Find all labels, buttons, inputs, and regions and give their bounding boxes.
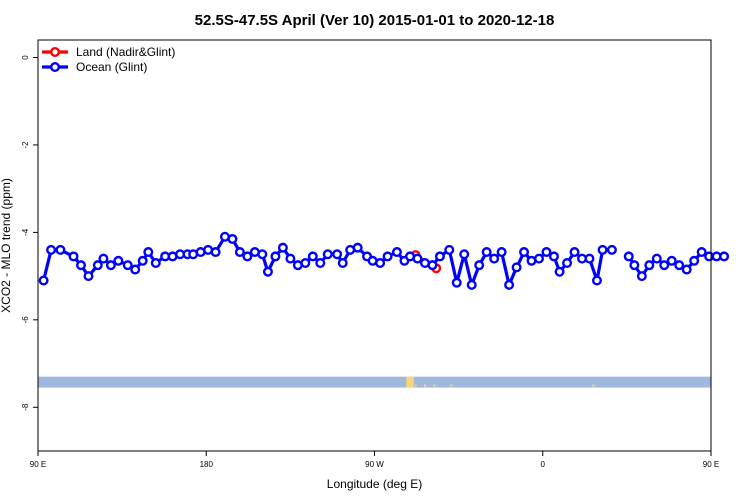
data-point <box>55 244 66 255</box>
x-tick-label: 90 E <box>703 460 719 469</box>
data-point <box>210 247 221 258</box>
data-point <box>257 249 268 260</box>
legend-label: Land (Nadir&Glint) <box>76 45 175 59</box>
data-point <box>262 266 273 277</box>
data-point <box>511 262 522 273</box>
data-point <box>689 255 700 266</box>
data-point <box>434 251 445 262</box>
land-dot <box>433 384 436 387</box>
data-point <box>242 251 253 262</box>
data-point <box>46 244 57 255</box>
data-point <box>92 260 103 271</box>
data-point <box>322 249 333 260</box>
data-point <box>659 260 670 271</box>
data-point <box>143 247 154 258</box>
land-dot <box>450 384 453 387</box>
data-point <box>137 255 148 266</box>
data-point <box>277 242 288 253</box>
x-axis-label: Longitude (deg E) <box>327 477 422 491</box>
x-tick-label: 90 E <box>30 460 46 469</box>
data-point <box>554 266 565 277</box>
data-point <box>459 249 470 260</box>
data-point <box>651 253 662 264</box>
land-dot <box>414 384 417 387</box>
land-strip <box>406 376 414 388</box>
data-point <box>332 249 343 260</box>
data-point <box>489 253 500 264</box>
data-point <box>130 264 141 275</box>
data-point <box>315 257 326 268</box>
y-tick-label: 0 <box>21 55 30 60</box>
data-point <box>38 275 49 286</box>
data-point <box>474 260 485 271</box>
data-point <box>412 253 423 264</box>
chart-title: 52.5S-47.5S April (Ver 10) 2015-01-01 to… <box>195 12 555 29</box>
data-point <box>98 253 109 264</box>
data-point <box>719 251 730 262</box>
data-point <box>270 251 281 262</box>
y-tick-label: -4 <box>21 228 30 236</box>
plot-area <box>37 39 730 452</box>
data-point <box>591 275 602 286</box>
data-point <box>391 247 402 258</box>
data-point <box>83 271 94 282</box>
data-point <box>629 260 640 271</box>
data-point <box>444 244 455 255</box>
legend-marker <box>50 62 61 73</box>
data-point <box>666 255 677 266</box>
data-point <box>541 247 552 258</box>
data-point <box>496 247 507 258</box>
y-axis: 0 -2 -4 -6 -8 <box>21 55 38 411</box>
data-point <box>234 247 245 258</box>
legend: Land (Nadir&Glint)Ocean (Glint) <box>42 45 175 74</box>
data-point <box>636 271 647 282</box>
data-point <box>227 233 238 244</box>
data-point <box>122 260 133 271</box>
data-point <box>548 251 559 262</box>
data-point <box>75 260 86 271</box>
data-point <box>644 260 655 271</box>
x-tick-label: 90 W <box>365 460 384 469</box>
x-tick-label: 0 <box>541 460 546 469</box>
legend-marker <box>50 47 61 58</box>
data-point <box>352 242 363 253</box>
data-point <box>584 253 595 264</box>
data-point <box>681 264 692 275</box>
y-tick-label: -8 <box>21 403 30 411</box>
data-point <box>105 260 116 271</box>
data-point <box>606 244 617 255</box>
land-dot <box>592 384 595 387</box>
data-point <box>427 260 438 271</box>
data-point <box>519 247 530 258</box>
y-tick-label: -2 <box>21 141 30 149</box>
data-point <box>307 251 318 262</box>
data-point <box>674 260 685 271</box>
legend-label: Ocean (Glint) <box>76 60 147 74</box>
data-point <box>623 251 634 262</box>
y-tick-label: -6 <box>21 316 30 324</box>
y-axis-label: XCO2 - MLO trend (ppm) <box>0 178 13 313</box>
data-point <box>150 257 161 268</box>
data-point <box>285 253 296 264</box>
data-point <box>466 279 477 290</box>
x-axis: 90 E 180 90 W 0 90 E <box>30 451 719 469</box>
data-point <box>375 257 386 268</box>
data-point <box>569 247 580 258</box>
data-point <box>562 257 573 268</box>
data-point <box>481 247 492 258</box>
data-point <box>300 257 311 268</box>
x-tick-label: 180 <box>200 460 214 469</box>
data-point <box>68 251 79 262</box>
land-dot <box>423 384 426 387</box>
data-point <box>451 277 462 288</box>
data-point <box>504 279 515 290</box>
data-point <box>534 253 545 264</box>
data-point <box>597 244 608 255</box>
data-point <box>696 247 707 258</box>
ocean-strip <box>38 376 711 388</box>
data-point <box>113 255 124 266</box>
data-point <box>337 257 348 268</box>
data-point <box>382 251 393 262</box>
